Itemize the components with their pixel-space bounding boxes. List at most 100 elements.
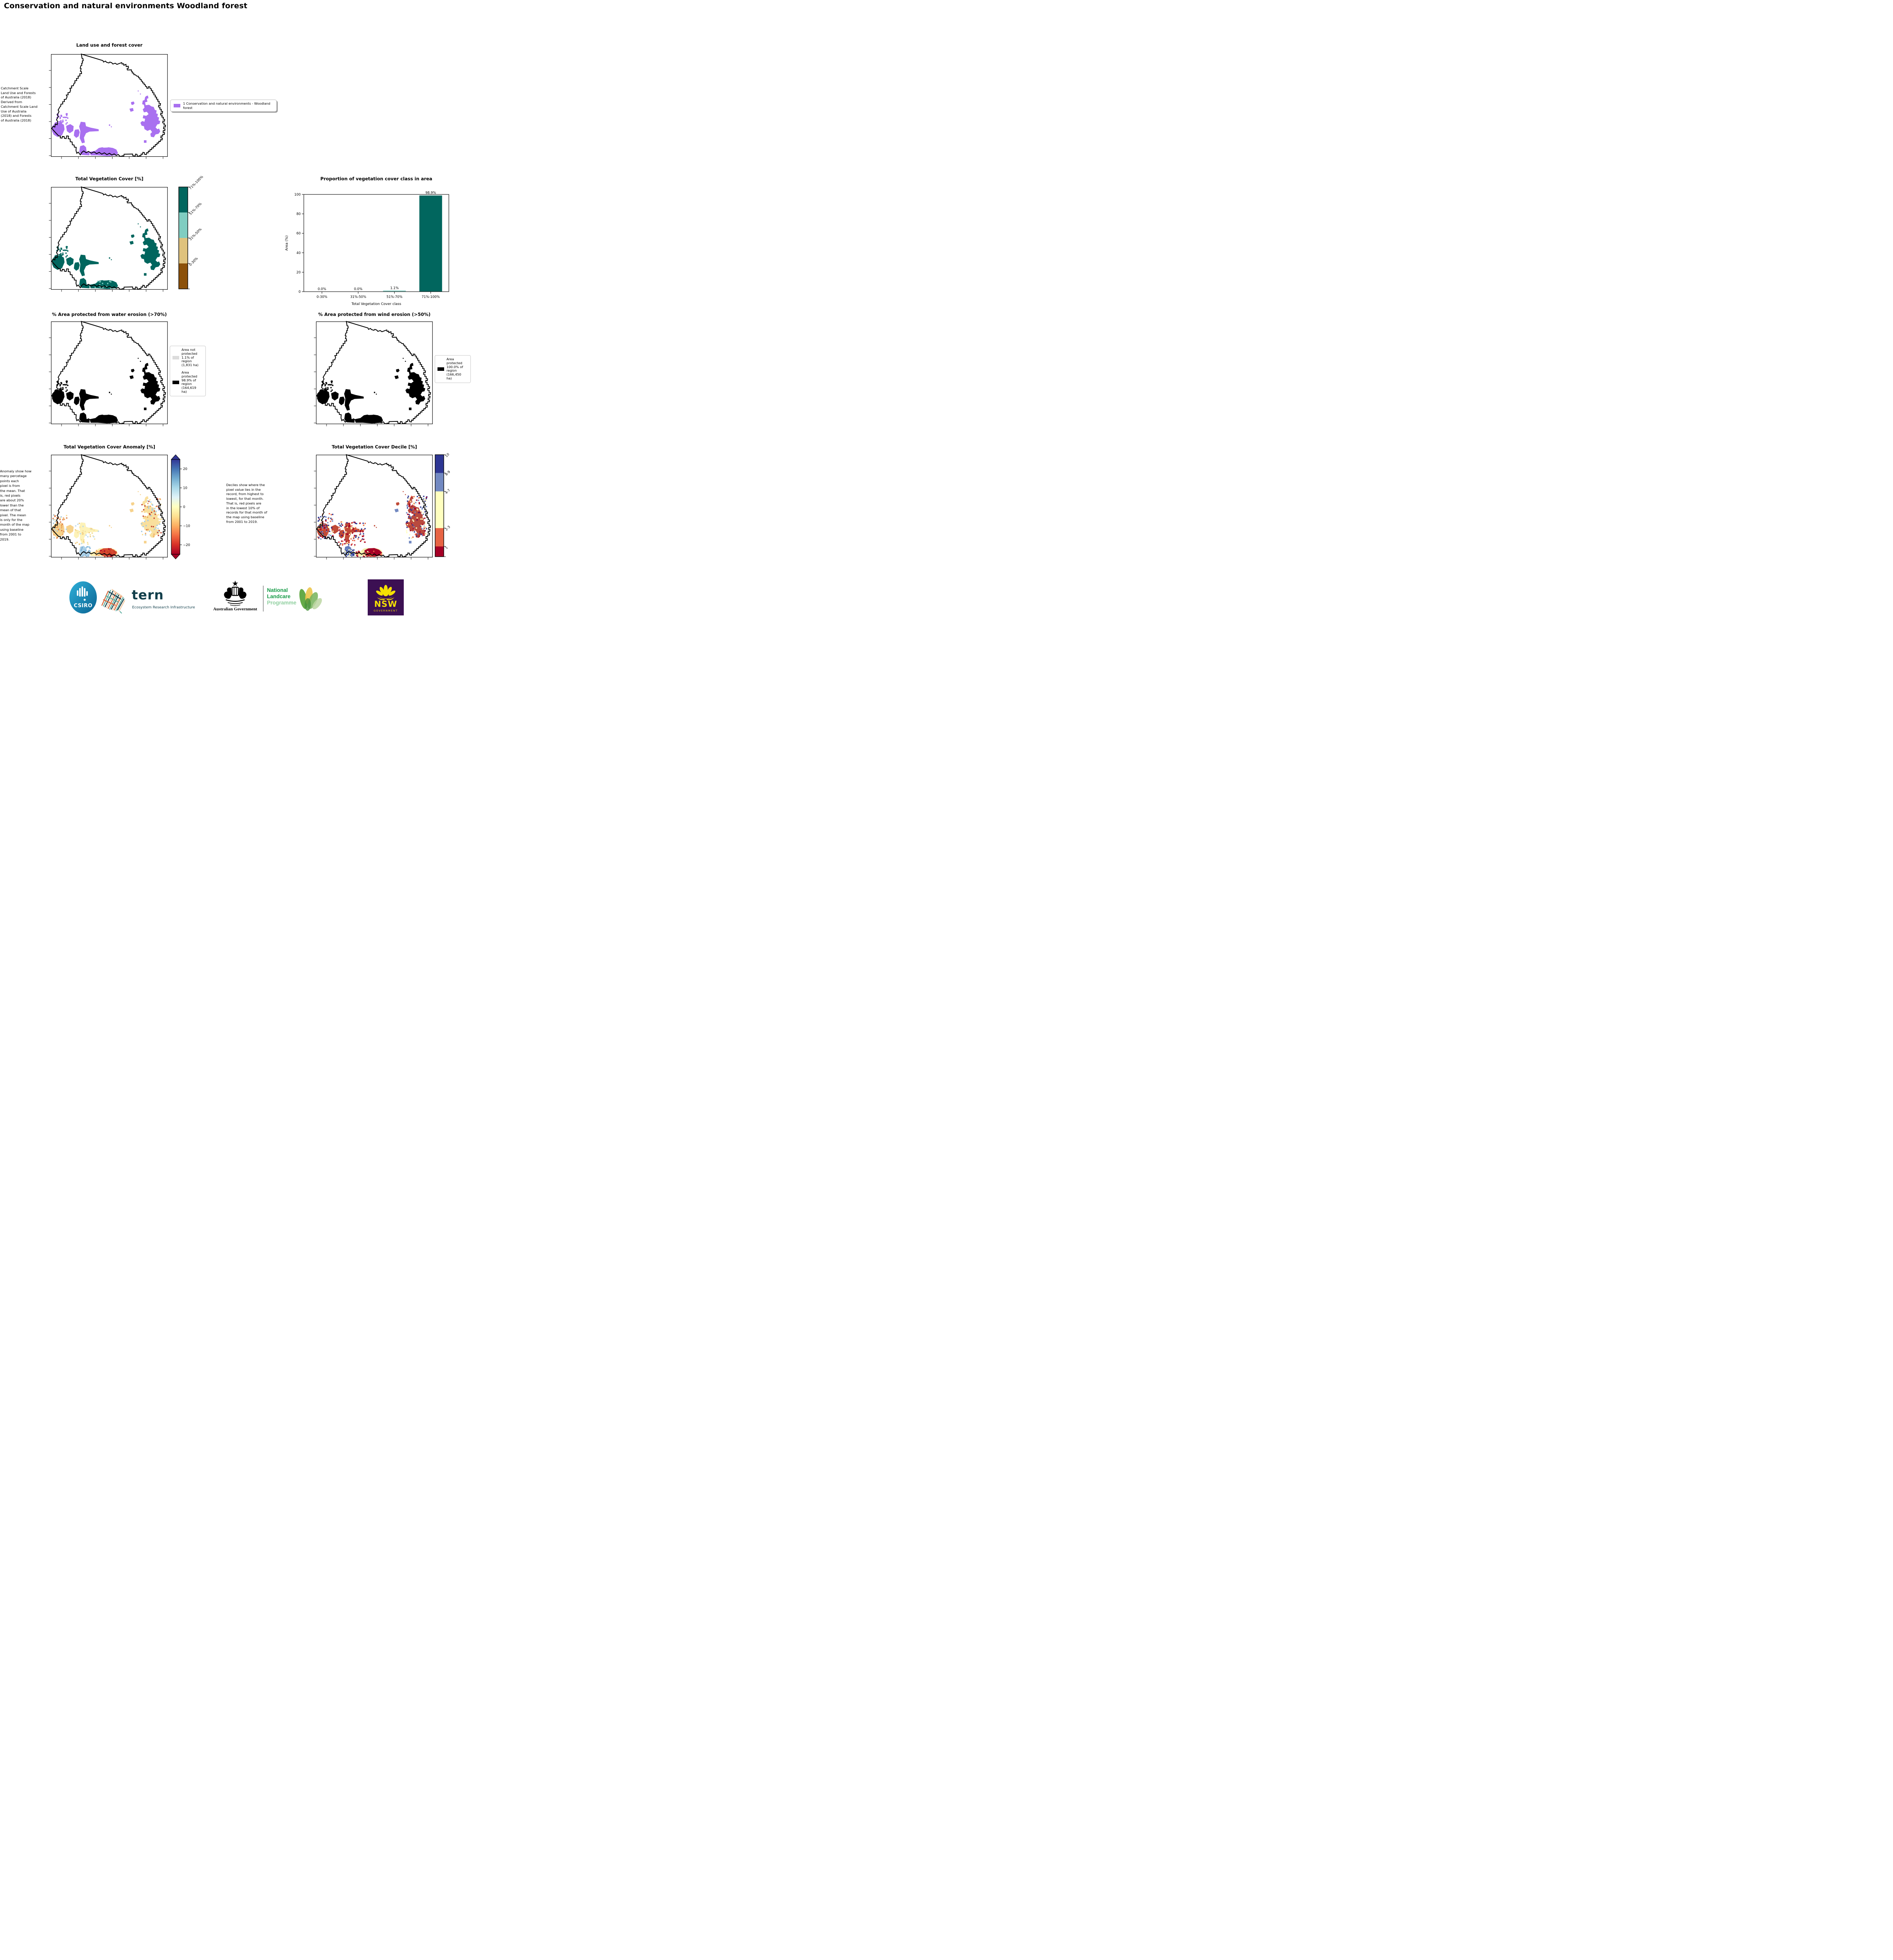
proportion-bar-chart: 0 20 40 60 80 100 0-30% 0.0% 31%-50% 0.0% 51%-70% 1… [285,191,449,306]
csiro-logo: CSIRO [69,581,97,613]
cbar-class-label: 31%-50% [189,227,203,241]
cbar-class-swatch [435,491,444,528]
tern-wordmark: tern [132,587,164,603]
water-legend-label-notprotected: Area not protected 1.1% of region (1,831… [181,348,199,367]
svg-text:98.9%: 98.9% [425,191,436,195]
map-patches [52,223,160,289]
catchment-boundary [316,454,431,558]
svg-text:60: 60 [296,232,301,236]
wind-legend: Area protected 100.0% of region (166,450… [435,355,471,383]
wind-title: % Area protected from wind erosion (>50%… [318,312,431,317]
svg-text:40: 40 [296,251,301,255]
landuse-legend: 1 Conservation and natural environments … [170,100,277,112]
landcare-leaves-icon [299,587,322,611]
cbar-class-swatch [435,546,444,557]
svg-text:20: 20 [296,270,301,274]
cbar-tick-label: 10 [183,486,187,490]
csiro-wave-icon [77,586,88,601]
water-map [49,321,168,426]
cbar-class-swatch [435,528,444,546]
svg-text:51%-70%: 51%-70% [387,295,403,299]
catchment-boundary [51,186,166,290]
svg-text:0: 0 [299,290,301,294]
map-frame [316,455,433,557]
vegcover-colorbar: 71%-100% 51%-70% 31%-50% 0-30% [178,175,204,289]
tern-subtitle: Ecosystem Research Infrastructure [132,605,195,610]
anomaly-map [49,454,168,560]
water-legend: Area not protected 1.1% of region (1,831… [170,346,206,396]
catchment-boundary [51,321,166,425]
water-legend-swatch-notprotected [172,356,179,359]
map-frame [51,321,168,424]
map-patches [317,491,428,558]
map-patches [52,358,160,424]
decile-side-text: Deciles show where the pixel value lies … [226,483,267,524]
decile-colorbar: 10 8-9 4-7 2-3 1 [435,452,451,557]
cbar-class-label: 51%-70% [189,202,203,216]
map-patches [52,491,162,558]
cbar-class-label: 1 [445,546,449,550]
landcare-line2: Landcare [267,593,291,599]
map-canvas [49,186,168,292]
cbar-class-swatch [179,212,188,238]
map-canvas [314,321,433,426]
decile-map [314,454,433,560]
cbar-tick-label: −10 [183,524,190,528]
map-frame [316,321,433,424]
nsw-subtitle: GOVERNMENT [374,609,398,612]
landuse-side-text: Catchment Scale Land Use and Forests of … [1,86,38,122]
cbar-tick-label: 0 [183,505,185,509]
catchment-boundary [316,321,431,425]
cbar-arrow-down [171,554,181,559]
cbar-class-swatch [179,187,188,212]
cbar-class-swatch [179,263,188,289]
cbar-class-label: 71%-100% [189,175,204,191]
decile-title: Total Vegetation Cover Decile [%] [332,444,417,450]
anomaly-title: Total Vegetation Cover Anomaly [%] [64,444,155,450]
landuse-legend-swatch [174,104,180,107]
svg-text:80: 80 [296,212,301,216]
vegcover-title: Total Vegetation Cover [%] [75,176,143,181]
catchment-boundary [51,454,166,558]
catchment-boundary [51,53,166,157]
map-frame [51,187,168,290]
svg-text:Area (%): Area (%) [285,235,289,250]
cbar-tick-label: 20 [183,467,187,471]
cbar-class-label: 8-9 [445,470,451,477]
cbar-tick-label: −20 [183,543,190,547]
map-patches [52,90,160,156]
landuse-map [49,53,168,159]
svg-text:0-30%: 0-30% [317,295,327,299]
proportion-chart-title: Proportion of vegetation cover class in … [320,176,432,181]
landuse-legend-label: 1 Conservation and natural environments … [183,102,270,110]
water-legend-swatch-protected [172,380,179,384]
tern-australia-icon [101,589,125,614]
map-frame [51,455,168,557]
cbar-outline [435,454,444,557]
australian-government-label: Australian Government [213,607,258,612]
page-title: Conservation and natural environments Wo… [4,2,248,10]
australian-government-crest-icon [224,581,247,606]
svg-text:100: 100 [294,193,301,197]
cbar-class-label: 4-7 [445,488,451,495]
nsw-government-logo: NSW GOVERNMENT [368,579,404,615]
map-canvas [314,454,433,560]
anomaly-colorbar: 20 10 0 −10 −20 [171,454,190,559]
cbar-class-swatch [435,455,444,473]
svg-text:Total Vegetation Cover class: Total Vegetation Cover class [351,302,401,306]
svg-text:0.0%: 0.0% [354,287,363,291]
water-title: % Area protected from water erosion (>70… [52,312,167,317]
csiro-wordmark: CSIRO [74,603,93,609]
cbar-arrow-up [171,454,181,460]
svg-text:1.1%: 1.1% [390,286,399,290]
vegcover-map [49,186,168,292]
map-canvas [49,321,168,426]
cbar-class-label: 2-3 [445,525,451,532]
wind-legend-swatch-protected [437,367,444,371]
wind-legend-label-protected: Area protected 100.0% of region (166,450… [446,357,463,380]
anomaly-side-text: Anomaly show how many percetage points e… [0,469,32,541]
map-patches [317,358,425,424]
cbar-class-swatch [179,238,188,263]
svg-text:31%-50%: 31%-50% [350,295,366,299]
cbar-class-label: 0-30% [189,257,199,267]
